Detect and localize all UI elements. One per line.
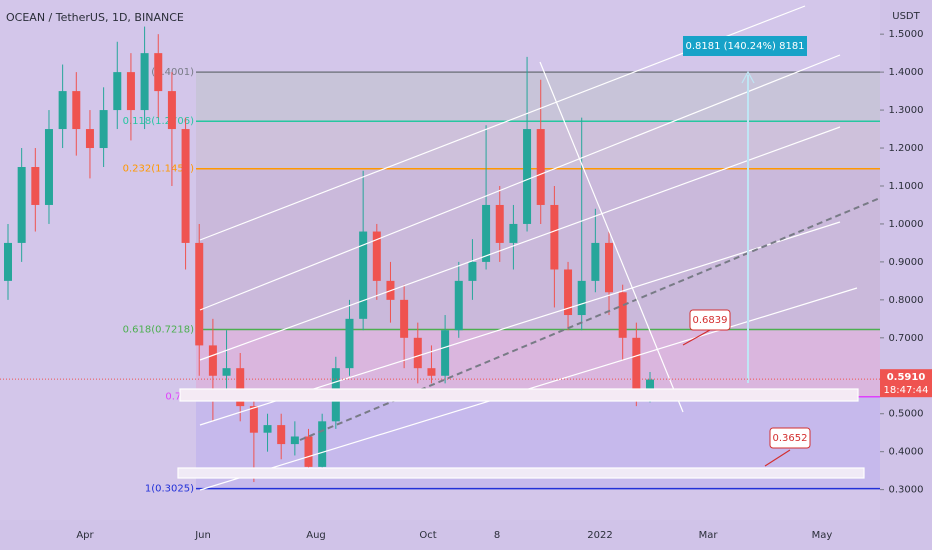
x-tick-label: Jun [194, 530, 211, 541]
callout-text: 0.6839 [693, 315, 728, 326]
callout-text: 0.3652 [773, 433, 808, 444]
y-tick-label: 0.3000 [889, 485, 924, 496]
candle-body [441, 330, 450, 376]
measure-text: 0.8181 (140.24%) 8181 [685, 41, 804, 52]
fib-zone [196, 72, 880, 122]
candle-body [58, 91, 67, 130]
y-tick-label: 1.3000 [889, 105, 924, 116]
drawings [177, 5, 881, 491]
candle-body [249, 406, 258, 433]
axis-unit: USDT [892, 11, 920, 22]
x-tick-label: Apr [76, 530, 94, 541]
candle-body [99, 110, 108, 149]
candle-body [413, 337, 422, 369]
candle-body [605, 242, 614, 293]
candle-body [17, 167, 26, 243]
candle-body [564, 269, 573, 316]
callout-leader [682, 329, 711, 346]
y-tick-label: 1.5000 [889, 29, 924, 40]
x-tick-label: Mar [699, 530, 719, 541]
y-tick-label: 0.8000 [889, 295, 924, 306]
candle-body [140, 53, 149, 111]
candle-body [632, 337, 641, 395]
candle-body [72, 91, 81, 130]
candle-body [495, 204, 504, 243]
time-axis-bg [0, 520, 880, 550]
candle-body [468, 261, 477, 281]
x-tick-label: Aug [306, 530, 326, 541]
chart-title: OCEAN / TetherUS, 1D, BINANCE [6, 11, 184, 24]
channel-line [199, 126, 841, 361]
candle-body [290, 436, 299, 445]
candle-body [618, 292, 627, 338]
candle-body [31, 167, 40, 205]
fib-label: (1.4001) [151, 67, 194, 78]
callout-box [689, 309, 731, 331]
fib-label: 1(0.3025) [145, 484, 194, 495]
fib-label: 0.118(1.2706) [123, 116, 195, 127]
candle-body [126, 72, 135, 111]
candle-body [646, 379, 654, 395]
candle-body [304, 436, 313, 467]
y-tick-label: 0.9000 [889, 257, 924, 268]
y-tick-label: 0.5000 [889, 409, 924, 420]
candle-body [4, 242, 12, 281]
callout-box [769, 427, 811, 449]
fib-label: 0.232(1.1455) [123, 164, 195, 175]
candle-body [208, 345, 217, 376]
callout-leader [764, 449, 791, 467]
y-tick-label: 1.0000 [889, 219, 924, 230]
x-tick-label: 8 [494, 530, 500, 541]
countdown: 18:47:44 [884, 385, 929, 396]
candle-body [181, 129, 190, 243]
candle-body [454, 280, 463, 331]
candle-body [345, 318, 354, 369]
arrow-head [741, 70, 755, 84]
support-box [179, 388, 859, 402]
candle-body [536, 129, 545, 205]
candle-body [154, 53, 163, 92]
downtrend-line [539, 61, 684, 413]
candle-body [427, 368, 436, 376]
candle-body [359, 231, 368, 319]
x-tick-label: Oct [419, 530, 436, 541]
price-axis-bg [880, 0, 932, 550]
candle-body [195, 242, 204, 346]
candle-body [85, 129, 94, 149]
support-box [177, 467, 865, 479]
candle-body [236, 368, 245, 407]
candle-body [482, 204, 491, 262]
y-tick-label: 0.4000 [889, 447, 924, 458]
y-tick-label: 1.1000 [889, 181, 924, 192]
candle-body [277, 425, 286, 445]
candle-body [550, 204, 559, 270]
y-tick-label: 1.2000 [889, 143, 924, 154]
candle-body [372, 231, 381, 281]
candle-body [577, 280, 586, 316]
measure-box [683, 36, 807, 56]
candle-body [509, 223, 518, 243]
candle-body [167, 91, 176, 130]
candle-body [263, 425, 272, 433]
x-tick-label: May [812, 530, 833, 541]
candle-body [318, 421, 327, 467]
candle-body [523, 129, 532, 224]
last-price-tag [880, 369, 932, 398]
candle-body [222, 368, 231, 376]
candle-body [591, 242, 600, 281]
candle-body [44, 129, 53, 205]
channel-line [199, 54, 841, 311]
x-tick-label: 2022 [587, 530, 612, 541]
y-tick-label: 1.4000 [889, 67, 924, 78]
fib-label: 0.618(0.7218) [123, 325, 195, 336]
candle-body [400, 299, 409, 338]
candle-body [113, 72, 122, 111]
y-tick-label: 0.7000 [889, 333, 924, 344]
last-price-label: 0.5910 [887, 372, 926, 383]
